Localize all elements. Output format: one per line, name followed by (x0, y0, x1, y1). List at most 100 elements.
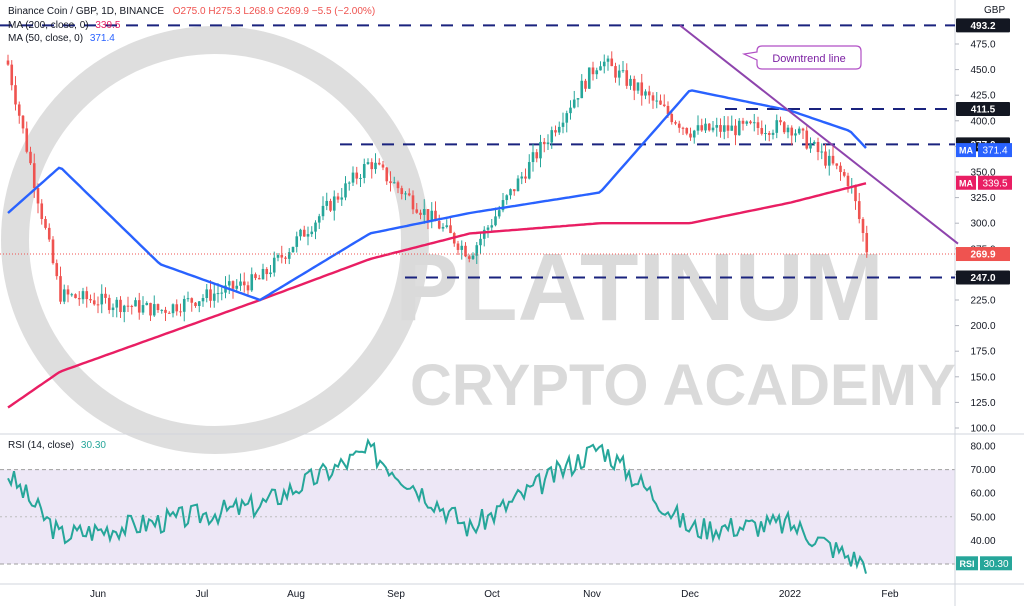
legend-ma50[interactable]: MA (50, close, 0) 371.4 (8, 33, 115, 44)
price-tick-label: 125.0 (970, 398, 995, 409)
candle-body (790, 127, 794, 136)
candle-body (591, 67, 595, 75)
candle-body (535, 152, 539, 159)
candle-body (647, 91, 651, 96)
ma50-label: MA (50, close, 0) (8, 33, 84, 44)
legend-symbol: Binance Coin / GBP, 1D, BINANCE O275.0 H… (8, 6, 375, 17)
candle-body (576, 98, 580, 100)
candle-body (614, 66, 617, 78)
candle-body (44, 218, 47, 228)
candle-body (842, 172, 846, 176)
price-tick-label: 475.0 (970, 40, 995, 51)
candle-body (74, 294, 77, 299)
candle-body (156, 304, 160, 311)
rsi-tag-value-bg (980, 556, 1012, 571)
candle-body (89, 299, 92, 301)
rsi-tick-label: 60.00 (970, 489, 995, 500)
ma-layer (7, 89, 867, 409)
candle-body (224, 285, 227, 293)
candle-body (212, 293, 216, 301)
candle-body (231, 281, 235, 289)
candle-body (632, 78, 636, 91)
annotation-text: Downtrend line (772, 53, 845, 65)
candle-body (572, 99, 576, 108)
candle-body (820, 151, 824, 153)
candle-body (36, 187, 40, 204)
candle-body (265, 268, 269, 275)
candle-body (175, 304, 179, 312)
watermark-line2: CRYPTO ACADEMY (410, 353, 956, 418)
tag-layer: 493.2411.5377.0247.0MA371.4MA339.5269.9R… (0, 18, 1012, 571)
candle-body (77, 298, 81, 300)
candle-body (314, 222, 317, 232)
candle-body (617, 70, 621, 78)
candle-body (839, 165, 842, 173)
candle-body (730, 125, 734, 131)
candle-body (6, 60, 10, 65)
candle-body (460, 245, 464, 250)
candle-body (486, 227, 490, 230)
candle-body (512, 189, 516, 192)
price-tick-label: 225.0 (970, 296, 995, 307)
candle-body (464, 245, 467, 257)
candle-body (366, 162, 370, 165)
ma200-label: MA (200, close, 0) (8, 20, 89, 31)
candle-body (17, 104, 21, 116)
candle-body (726, 125, 730, 131)
candle-body (205, 289, 209, 298)
candle-body (179, 311, 182, 313)
candle-body (66, 289, 70, 295)
candle-body (509, 189, 512, 196)
ma-axis-tag-label-bg (956, 175, 976, 190)
candle-body (130, 306, 134, 308)
ma50-line (7, 89, 867, 302)
candle-body (329, 200, 332, 211)
candle-body (377, 162, 381, 165)
candle-layer (6, 51, 869, 323)
time-tick-label: Nov (583, 589, 601, 600)
candle-body (160, 309, 164, 311)
candle-body (569, 107, 572, 114)
level-tag-label: 493.2 (970, 21, 995, 32)
candle-body (550, 130, 554, 143)
candle-body (59, 276, 62, 302)
candle-body (186, 298, 190, 300)
candle-body (419, 212, 422, 215)
candle-body (846, 175, 850, 187)
candle-body (565, 113, 569, 123)
candle-body (685, 128, 689, 134)
watermark: PLATINUM CRYPTO ACADEMY (1, 26, 956, 454)
candle-body (835, 163, 839, 166)
legend-rsi[interactable]: RSI (14, close) 30.30 (8, 440, 106, 451)
candle-body (475, 245, 479, 256)
candle-body (449, 225, 452, 234)
candle-body (85, 291, 89, 300)
price-tick-label: 100.0 (970, 424, 995, 435)
candle-body (434, 210, 437, 222)
candle-body (651, 95, 655, 101)
candle-body (370, 162, 374, 170)
candle-body (280, 254, 284, 258)
last-price-tag-bg (956, 247, 1010, 262)
candle-body (122, 305, 126, 313)
candle-body (827, 155, 831, 166)
candle-body (374, 162, 377, 170)
ma50-value: 371.4 (89, 33, 115, 44)
candle-body (70, 294, 74, 296)
ma-axis-tag-value-bg (978, 143, 1012, 158)
candle-body (554, 130, 557, 133)
candle-body (126, 305, 130, 307)
candle-body (707, 123, 711, 131)
candle-body (100, 293, 104, 305)
candle-body (734, 125, 737, 136)
legend-ma200[interactable]: MA (200, close, 0) 339.5 (8, 20, 120, 31)
time-tick-label: Dec (681, 589, 699, 600)
candle-body (25, 128, 29, 152)
candle-body (242, 281, 246, 286)
currency-label: GBP (984, 5, 1006, 16)
candle-body (437, 221, 441, 229)
candle-body (321, 205, 325, 217)
time-tick-label: Jun (90, 589, 106, 600)
candle-body (227, 281, 231, 286)
candle-body (700, 125, 704, 131)
